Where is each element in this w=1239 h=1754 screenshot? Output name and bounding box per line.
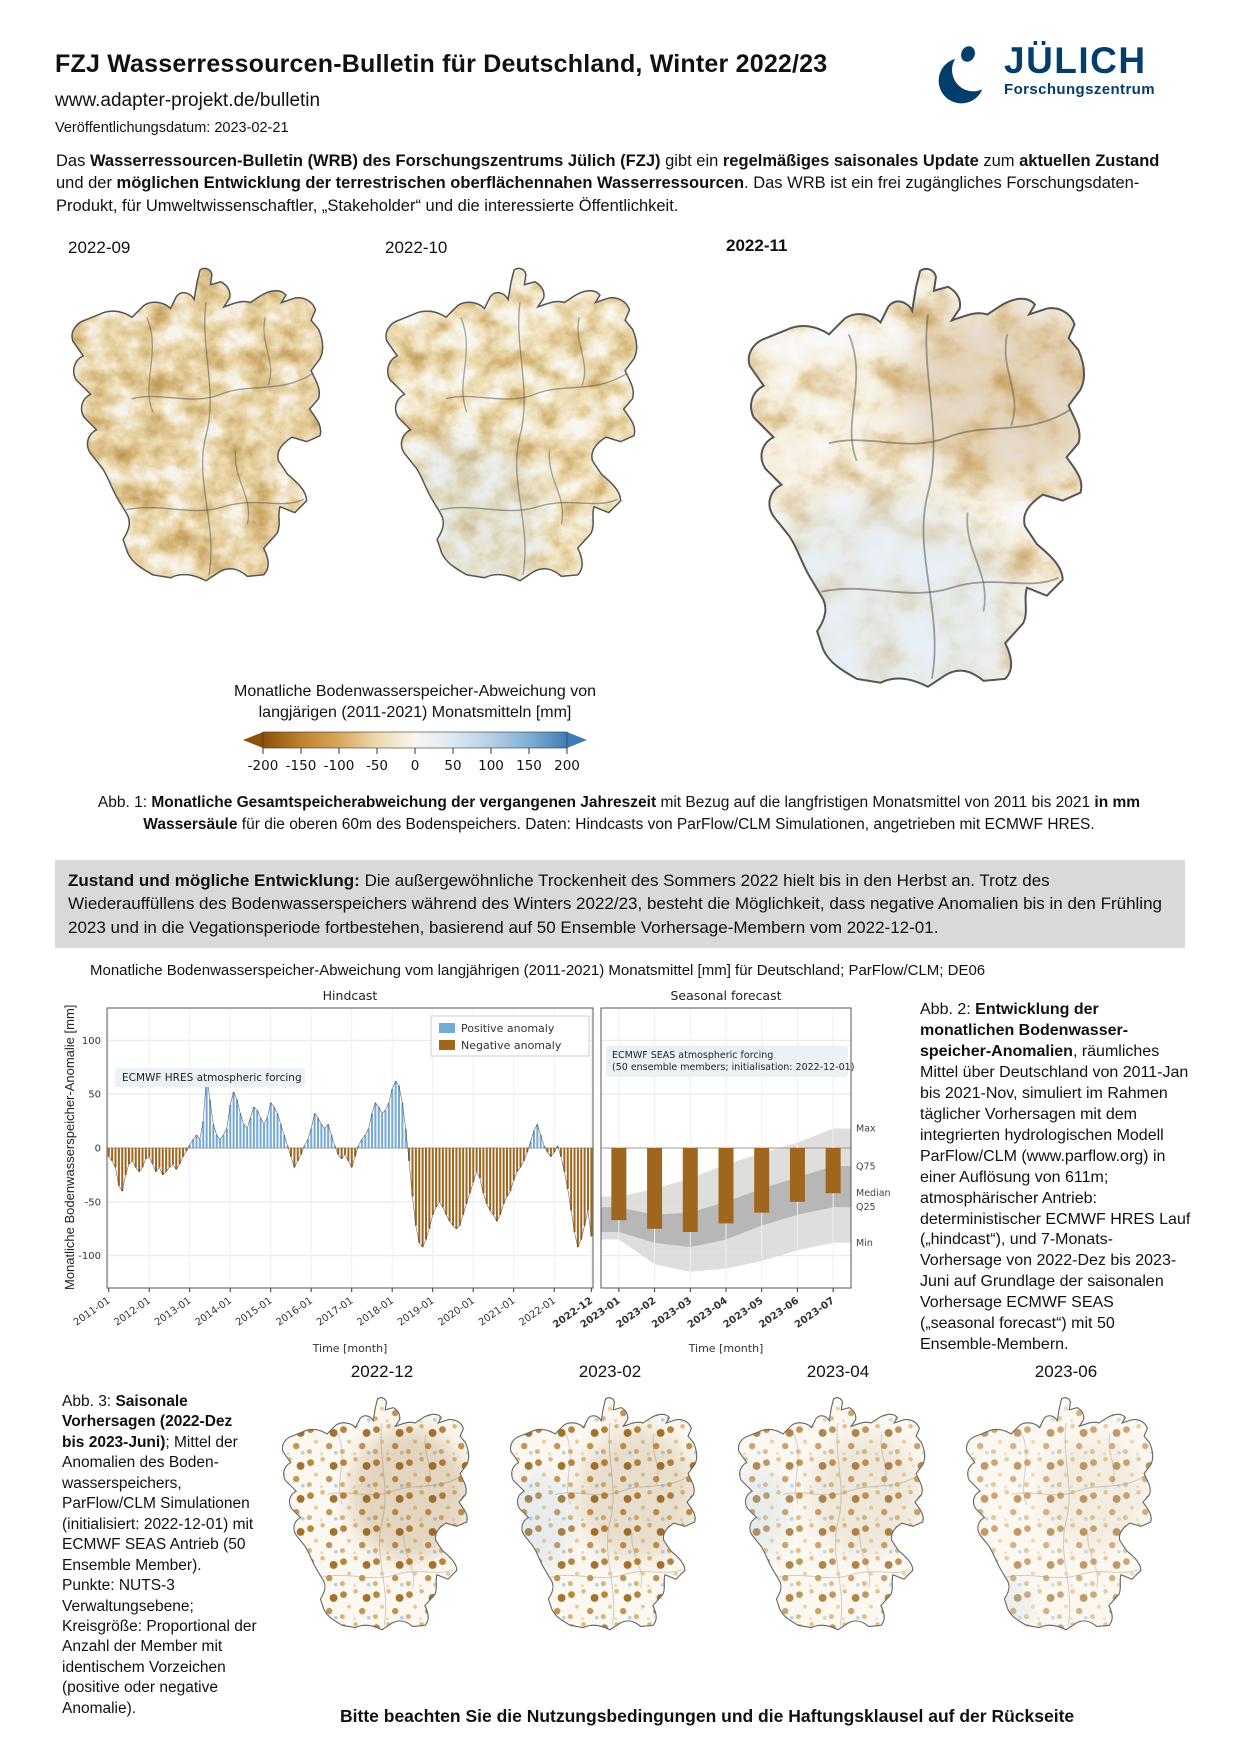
svg-text:50: 50 [444, 758, 461, 774]
svg-text:Negative anomaly: Negative anomaly [461, 1039, 562, 1052]
svg-text:2012-01: 2012-01 [112, 1295, 153, 1328]
svg-text:2021-01: 2021-01 [477, 1295, 518, 1328]
svg-text:2016-01: 2016-01 [274, 1295, 315, 1328]
anomaly-chart: 100 50 0 -50 -100 2011-01 2012-01 2013-01 2014-0… [72, 988, 891, 1355]
svg-text:2023-07: 2023-07 [793, 1295, 837, 1330]
colorbar-title: Monatliche Bodenwasserspeicher-Abweichun… [205, 682, 625, 724]
svg-text:-100: -100 [324, 758, 355, 774]
svg-text:-150: -150 [286, 758, 317, 774]
svg-text:-50: -50 [85, 1197, 101, 1208]
forecast-dot-map-2023-06 [965, 1397, 1154, 1631]
colorbar-title-line1: Monatliche Bodenwasserspeicher-Abweichun… [234, 683, 596, 700]
logo-subtitle: Forschungszentrum [1004, 81, 1155, 98]
svg-text:Time [month]: Time [month] [688, 1342, 764, 1355]
juelich-logo: JÜLICH Forschungszentrum [932, 42, 1187, 114]
svg-text:2014-01: 2014-01 [193, 1295, 234, 1328]
svg-text:0: 0 [411, 758, 420, 774]
forecast-map-label-2023-02: 2023-02 [578, 1362, 642, 1381]
svg-text:2011-01: 2011-01 [72, 1295, 113, 1328]
chart-title: Monatliche Bodenwasserspeicher-Abweichun… [90, 962, 986, 979]
svg-text:200: 200 [554, 758, 580, 774]
terms-notice: Bitte beachten Sie die Nutzungsbedingung… [340, 1706, 1075, 1726]
publication-date: Veröffentlichungsdatum: 2023-02-21 [55, 120, 289, 136]
forecast-map-label-2023-06: 2023-06 [1034, 1362, 1098, 1381]
svg-text:Time [month]: Time [month] [312, 1342, 388, 1355]
logo-wordmark: JÜLICH [1004, 40, 1147, 81]
juelich-logo-icon [938, 46, 995, 104]
svg-text:-50: -50 [366, 758, 388, 774]
anomaly-map-2022-09 [71, 267, 324, 582]
svg-text:-200: -200 [248, 758, 279, 774]
status-box: Zustand und mögliche Entwicklung: Die au… [55, 860, 1185, 949]
colorbar: -200 -150 -100 -50 0 50 100 150 200 [243, 731, 587, 774]
colorbar-title-line2: langjärigen (2011-2021) Monatsmitteln [m… [258, 703, 572, 721]
fig1-caption: Abb. 1: Monatliche Gesamtspeicherabweich… [97, 794, 1141, 833]
svg-text:Positive anomaly: Positive anomaly [461, 1022, 555, 1035]
svg-text:Max: Max [856, 1124, 876, 1135]
anomaly-map-2022-11 [747, 267, 1086, 688]
svg-text:Q75: Q75 [856, 1161, 876, 1172]
fig3-caption: Abb. 3: Saisonale Vorhersagen (2022-Dez … [62, 1393, 257, 1717]
forecast-dot-map-2023-04 [737, 1397, 926, 1631]
forecast-dot-map-2022-12 [281, 1397, 470, 1631]
fig2-caption: Abb. 2: Entwicklung der monatlichen Bode… [920, 1001, 1191, 1354]
svg-text:Q25: Q25 [856, 1202, 876, 1213]
svg-text:2017-01: 2017-01 [315, 1295, 356, 1328]
svg-text:50: 50 [88, 1090, 101, 1101]
svg-text:2018-01: 2018-01 [355, 1295, 396, 1328]
page-title: FZJ Wasserressourcen-Bulletin für Deutsc… [55, 50, 828, 78]
map-label-2022-11: 2022-11 [726, 236, 788, 255]
anomaly-map-2022-10 [385, 267, 638, 582]
forecast-dot-map-2023-02 [509, 1397, 698, 1631]
svg-text:2020-01: 2020-01 [436, 1295, 477, 1328]
svg-text:2019-01: 2019-01 [396, 1295, 437, 1328]
svg-text:ECMWF HRES atmospheric forcing: ECMWF HRES atmospheric forcing [122, 1072, 302, 1084]
forecast-map-label-2023-04: 2023-04 [806, 1362, 870, 1381]
svg-text:(50 ensemble members; initiali: (50 ensemble members; initialisation: 20… [612, 1062, 854, 1073]
svg-text:2015-01: 2015-01 [234, 1295, 275, 1328]
svg-text:0: 0 [95, 1144, 101, 1155]
svg-text:Hindcast: Hindcast [323, 988, 378, 1003]
svg-text:100: 100 [82, 1036, 101, 1047]
forecast-map-label-2022-12: 2022-12 [350, 1362, 414, 1381]
svg-text:100: 100 [478, 758, 504, 774]
svg-text:150: 150 [516, 758, 542, 774]
bulletin-url[interactable]: www.adapter-projekt.de/bulletin [55, 90, 321, 111]
svg-text:Median: Median [856, 1188, 891, 1199]
map-label-2022-10: 2022-10 [385, 238, 448, 257]
svg-text:ECMWF SEAS atmospheric forcing: ECMWF SEAS atmospheric forcing [612, 1050, 773, 1061]
svg-text:Min: Min [856, 1238, 873, 1249]
map-label-2022-09: 2022-09 [68, 238, 131, 257]
intro-paragraph: Das Wasserressourcen-Bulletin (WRB) des … [56, 152, 1160, 215]
svg-text:-100: -100 [78, 1251, 101, 1262]
svg-text:Seasonal forecast: Seasonal forecast [670, 988, 781, 1003]
svg-text:2013-01: 2013-01 [153, 1295, 194, 1328]
